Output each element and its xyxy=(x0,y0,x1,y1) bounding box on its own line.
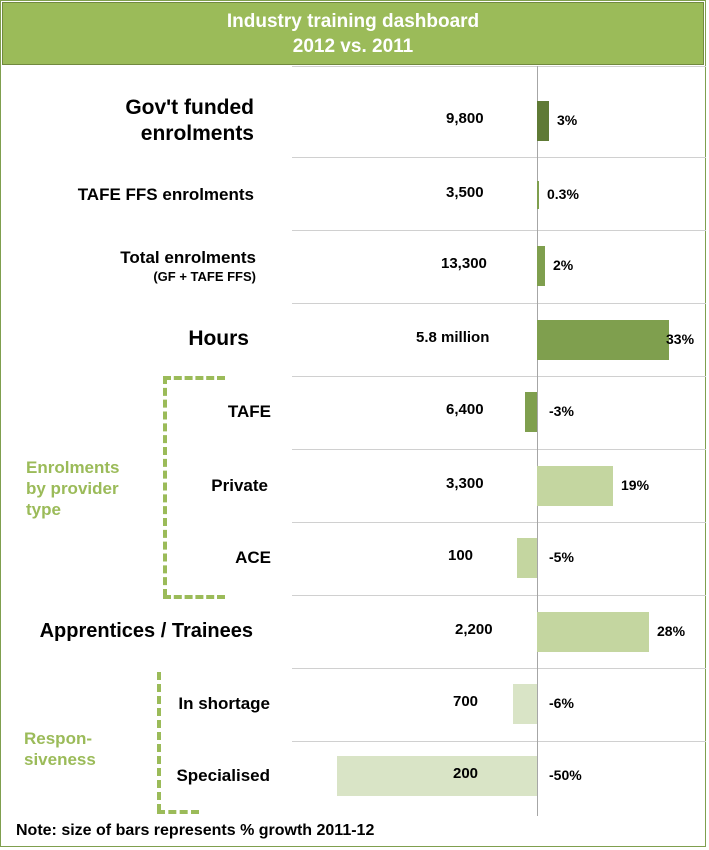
category-label: ACE xyxy=(235,547,271,567)
dashboard-title: Industry training dashboard xyxy=(226,11,480,32)
provider-group-label: Enrolments by provider type xyxy=(26,458,120,519)
growth-label: 28% xyxy=(657,623,686,639)
category-label: Gov't funded enrolments xyxy=(125,96,254,145)
zero-axis xyxy=(537,66,538,816)
metric-value: 3,300 xyxy=(446,475,484,492)
growth-bar xyxy=(537,612,649,652)
growth-bar xyxy=(537,101,549,141)
metric-value: 200 xyxy=(453,765,479,782)
growth-bar xyxy=(525,392,537,432)
provider-bracket-top xyxy=(163,376,225,380)
metric-value: 2,200 xyxy=(455,621,493,638)
category-label: In shortage xyxy=(178,693,270,713)
metric-value: 5.8 million xyxy=(416,329,490,346)
category-label: Hours xyxy=(188,327,249,351)
growth-label: 19% xyxy=(621,477,650,493)
metric-value: 100 xyxy=(448,547,474,564)
dashboard-subtitle: 2012 vs. 2011 xyxy=(292,36,414,57)
growth-bar xyxy=(537,320,669,360)
growth-label: -50% xyxy=(549,767,582,783)
growth-label: -6% xyxy=(549,695,574,711)
dashboard-header: Industry training dashboard 2012 vs. 201… xyxy=(2,2,704,65)
growth-label: -5% xyxy=(549,549,574,565)
category-label: Apprentices / Trainees xyxy=(39,620,253,642)
row-divider xyxy=(292,595,706,596)
growth-label: -3% xyxy=(549,403,574,419)
growth-label: 33% xyxy=(666,331,695,347)
row-divider xyxy=(292,230,706,231)
growth-label: 0.3% xyxy=(547,186,579,202)
category-label: TAFE xyxy=(227,401,271,421)
growth-bar xyxy=(337,756,537,796)
growth-label: 3% xyxy=(557,112,578,128)
row-divider xyxy=(292,66,706,67)
row-divider xyxy=(292,303,706,304)
responsiveness-group-label: Respon- siveness xyxy=(24,729,96,769)
growth-bar xyxy=(537,246,545,286)
responsiveness-bracket-bottom xyxy=(157,810,199,814)
metric-value: 3,500 xyxy=(446,184,484,201)
growth-bar xyxy=(537,181,539,209)
growth-bar xyxy=(517,538,537,578)
row-divider xyxy=(292,741,706,742)
category-label: TAFE FFS enrolments xyxy=(77,184,254,204)
metric-value: 6,400 xyxy=(446,401,484,418)
metric-value: 9,800 xyxy=(446,110,484,127)
category-sublabel: (GF + TAFE FFS) xyxy=(153,269,256,284)
category-label: Specialised xyxy=(176,765,270,785)
row-divider xyxy=(292,157,706,158)
metric-value: 700 xyxy=(453,693,479,710)
growth-bar xyxy=(513,684,537,724)
growth-bar xyxy=(537,466,613,506)
category-label: Private xyxy=(211,475,268,495)
provider-bracket-vertical xyxy=(163,376,167,597)
row-divider xyxy=(292,522,706,523)
row-divider xyxy=(292,376,706,377)
responsiveness-bracket-vertical xyxy=(157,672,161,812)
row-divider xyxy=(292,449,706,450)
provider-bracket-bottom xyxy=(163,595,225,599)
category-label: Total enrolments xyxy=(120,248,256,267)
metric-value: 13,300 xyxy=(441,255,487,272)
chart-note: Note: size of bars represents % growth 2… xyxy=(16,822,375,839)
row-divider xyxy=(292,668,706,669)
growth-label: 2% xyxy=(553,257,574,273)
